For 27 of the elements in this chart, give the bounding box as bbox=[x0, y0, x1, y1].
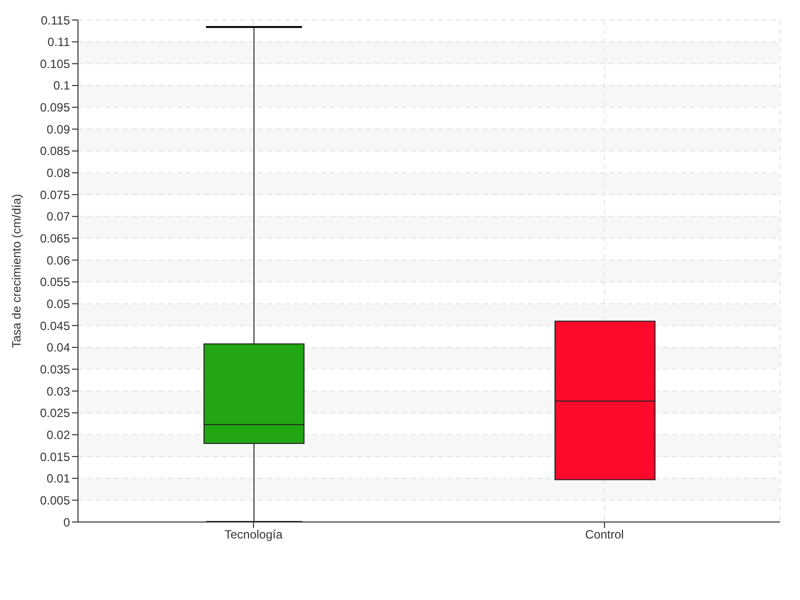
y-tick-label: 0.11 bbox=[48, 35, 70, 50]
y-tick-label: 0.065 bbox=[40, 232, 70, 246]
y-tick-label: 0.015 bbox=[40, 450, 70, 464]
y-tick-label: 0.02 bbox=[46, 428, 70, 442]
y-tick-label: 0.005 bbox=[40, 493, 70, 508]
y-tick-label: 0.03 bbox=[46, 384, 70, 398]
y-tick-label: 0.095 bbox=[40, 100, 70, 115]
y-tick-label: 0.055 bbox=[40, 275, 70, 290]
y-tick-label: 0.01 bbox=[46, 472, 70, 486]
y-tick-label: 0.09 bbox=[46, 122, 70, 136]
y-tick-label: 0.04 bbox=[46, 340, 70, 355]
y-tick-label: 0.075 bbox=[40, 188, 70, 202]
x-tick-label: Tecnología bbox=[224, 528, 283, 542]
y-tick-label: 0.085 bbox=[40, 144, 70, 158]
y-tick-label: 0 bbox=[63, 515, 70, 530]
y-tick-label: 0.08 bbox=[46, 166, 70, 180]
x-tick-label: Control bbox=[585, 528, 624, 542]
y-tick-label: 0.05 bbox=[46, 297, 70, 311]
y-tick-label: 0.035 bbox=[40, 362, 70, 376]
y-tick-label: 0.115 bbox=[40, 13, 70, 28]
y-tick-label: 0.105 bbox=[40, 56, 70, 71]
y-tick-label: 0.1 bbox=[53, 78, 70, 93]
y-tick-label: 0.025 bbox=[40, 406, 70, 420]
y-tick-label: 0.07 bbox=[46, 210, 70, 224]
y-tick-label: 0.06 bbox=[46, 253, 70, 268]
y-axis-title: Tasa de crecimiento (cm/día) bbox=[9, 194, 24, 348]
y-tick-label: 0.045 bbox=[40, 318, 70, 333]
